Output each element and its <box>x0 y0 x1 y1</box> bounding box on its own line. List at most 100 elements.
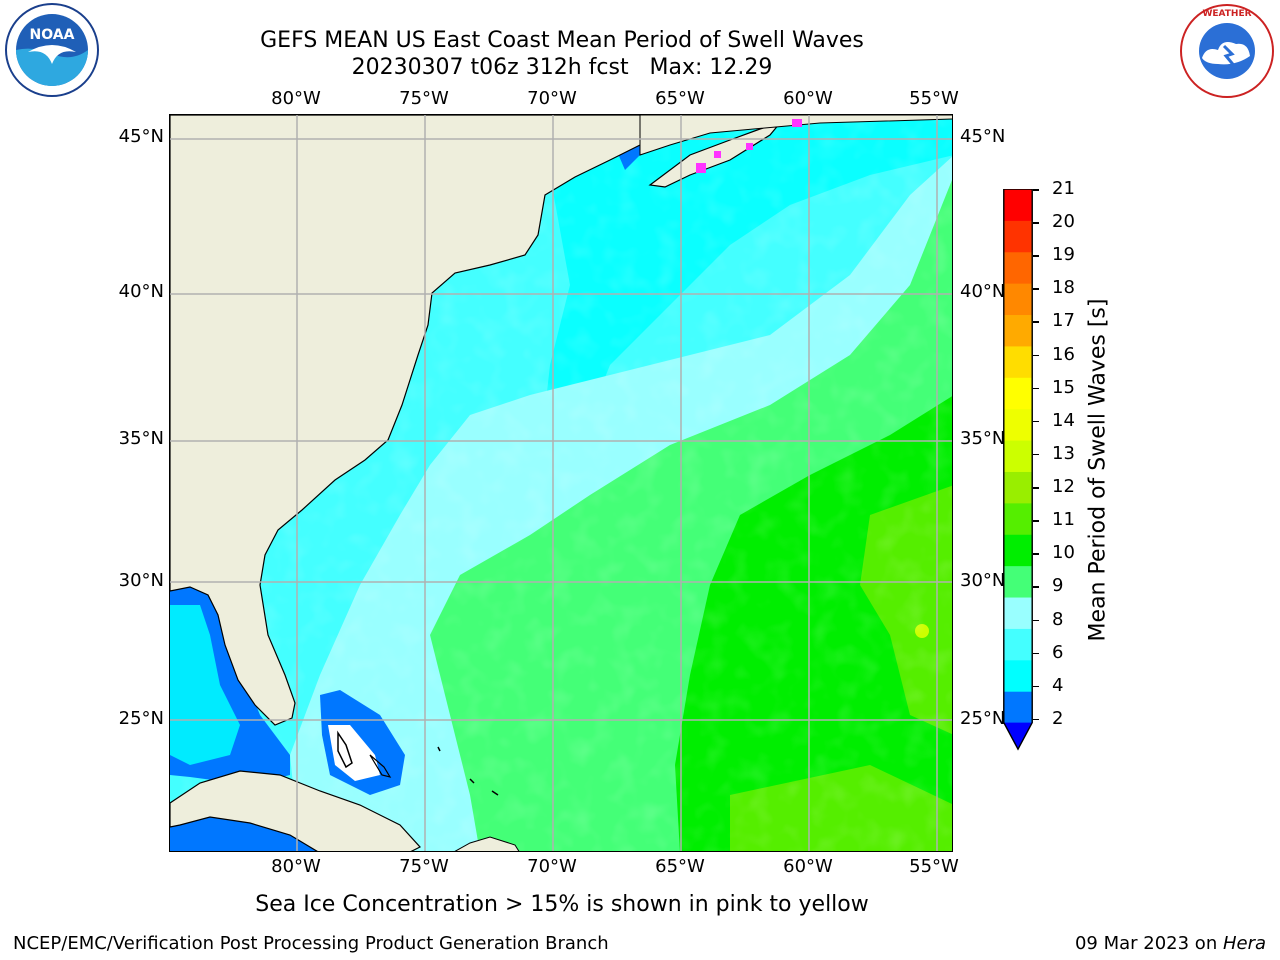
bahamas-islands <box>337 730 353 769</box>
colorbar-segment <box>1003 377 1033 410</box>
gulf-4-6s <box>170 605 240 765</box>
noaa-logo: NOAA <box>5 3 99 97</box>
colorbar-segment <box>1003 283 1033 316</box>
land-maritimes <box>639 115 952 156</box>
colorbar-segment <box>1003 659 1033 692</box>
colorbar-tick-label: 12 <box>1052 476 1075 498</box>
colorbar-tick-label: 14 <box>1052 409 1075 431</box>
lon-label-bottom: 80°W <box>271 856 321 877</box>
lon-label-top: 70°W <box>527 88 577 109</box>
noaa-logo-text: NOAA <box>30 27 75 43</box>
graticule <box>170 115 952 851</box>
land-cuba <box>170 770 421 851</box>
colorbar-tick-label: 21 <box>1052 178 1075 199</box>
colorbar-segment <box>1003 189 1033 221</box>
map-panel <box>169 114 953 852</box>
colorbar-segment <box>1003 502 1033 535</box>
swell-period-map <box>170 115 952 851</box>
colorbar-segment <box>1003 628 1033 661</box>
lat-label-right: 45°N <box>960 126 1006 147</box>
colorbar-tick-mark <box>1033 222 1039 224</box>
colorbar-tick-mark <box>1033 387 1039 390</box>
colorbar-tick-mark <box>1033 619 1039 622</box>
lon-label-top: 65°W <box>655 88 705 109</box>
colorbar-segment <box>1003 440 1033 472</box>
svg-text:WEATHER: WEATHER <box>1202 9 1251 19</box>
lon-label-top: 60°W <box>783 88 833 109</box>
land-north-america <box>170 115 687 726</box>
lat-label-left: 30°N <box>118 570 164 591</box>
lat-label-right: 30°N <box>960 570 1006 591</box>
footer-date-text: 09 Mar 2023 on <box>1074 933 1223 954</box>
colorbar-tick-label: 11 <box>1052 509 1075 531</box>
colorbar-tick-mark <box>1033 487 1039 489</box>
colorbar-under-arrow <box>1003 722 1033 750</box>
lat-label-right: 40°N <box>960 281 1006 302</box>
sea-ice-pixel <box>714 151 721 158</box>
colorbar-segment <box>1003 565 1033 598</box>
colorbar-tick-label: 6 <box>1052 641 1064 663</box>
colorbar-tick-mark <box>1033 520 1039 522</box>
lat-label-left: 40°N <box>118 281 164 302</box>
colorbar-segment <box>1003 471 1033 504</box>
land-hispaniola <box>454 836 520 851</box>
footer-producer: NCEP/EMC/Verification Post Processing Pr… <box>13 933 609 954</box>
colorbar-tick-label: 9 <box>1052 575 1064 597</box>
lat-label-left: 25°N <box>118 708 164 729</box>
colorbar-tick-mark <box>1033 321 1039 323</box>
lat-label-right: 25°N <box>960 708 1006 729</box>
colorbar-segment <box>1003 408 1033 441</box>
sea-ice-pixel <box>792 119 802 127</box>
colorbar-tick-label: 8 <box>1052 608 1064 630</box>
colorbar-tick-mark <box>1033 255 1039 257</box>
lon-label-bottom: 70°W <box>527 856 577 877</box>
colorbar-segment <box>1003 345 1033 378</box>
lon-label-top: 55°W <box>909 88 959 109</box>
colorbar-tick-label: 2 <box>1052 707 1064 729</box>
colorbar-segment <box>1003 691 1033 724</box>
colorbar-tick-mark <box>1033 420 1039 423</box>
lon-label-top: 80°W <box>271 88 321 109</box>
colorbar-tick-label: 16 <box>1052 343 1075 365</box>
lon-label-bottom: 55°W <box>909 856 959 877</box>
sea-ice-caption: Sea Ice Concentration > 15% is shown in … <box>255 892 869 917</box>
chart-subtitle: 20230307 t06z 312h fcst Max: 12.29 <box>351 55 773 80</box>
lat-label-right: 35°N <box>960 428 1006 449</box>
colorbar-segment <box>1003 597 1033 629</box>
colorbar-tick-label: 20 <box>1052 211 1075 233</box>
colorbar-tick-label: 15 <box>1052 376 1075 398</box>
colorbar-tick-label: 19 <box>1052 244 1075 266</box>
colorbar-tick-mark <box>1033 718 1039 721</box>
colorbar-tick-label: 4 <box>1052 674 1064 696</box>
lat-label-left: 45°N <box>118 126 164 147</box>
colorbar-tick-label: 18 <box>1052 277 1075 299</box>
bahamas-shallow-mask <box>328 725 380 781</box>
lon-label-bottom: 75°W <box>399 856 449 877</box>
colorbar-segment <box>1003 314 1033 347</box>
colorbar-tick-label: 10 <box>1052 542 1075 564</box>
colorbar-tick-label: 17 <box>1052 310 1075 332</box>
colorbar-title: Mean Period of Swell Waves [s] <box>1085 298 1111 642</box>
footer-host: Hera <box>1222 933 1266 954</box>
lon-label-bottom: 60°W <box>783 856 833 877</box>
colorbar-tick-mark <box>1033 553 1039 555</box>
sea-ice-pixel <box>696 163 706 173</box>
lon-label-top: 75°W <box>399 88 449 109</box>
colorbar-tick-mark <box>1033 354 1039 357</box>
national-weather-service-logo: WEATHER <box>1180 4 1274 98</box>
colorbar-tick-mark <box>1033 685 1039 688</box>
colorbar-tick-mark <box>1033 189 1039 191</box>
colorbar-segment <box>1003 220 1033 253</box>
small-islands <box>437 746 499 796</box>
colorbar-segment <box>1003 251 1033 284</box>
colorbar-segment <box>1003 534 1033 567</box>
colorbar-tick-mark <box>1033 288 1039 290</box>
colorbar <box>1003 189 1033 751</box>
lon-label-bottom: 65°W <box>655 856 705 877</box>
lat-label-left: 35°N <box>118 428 164 449</box>
colorbar-tick-label: 13 <box>1052 442 1075 464</box>
chart-title: GEFS MEAN US East Coast Mean Period of S… <box>260 28 864 53</box>
footer-date: 09 Mar 2023 on Hera <box>1075 933 1266 954</box>
colorbar-tick-mark <box>1033 453 1039 456</box>
colorbar-tick-mark <box>1033 652 1039 655</box>
